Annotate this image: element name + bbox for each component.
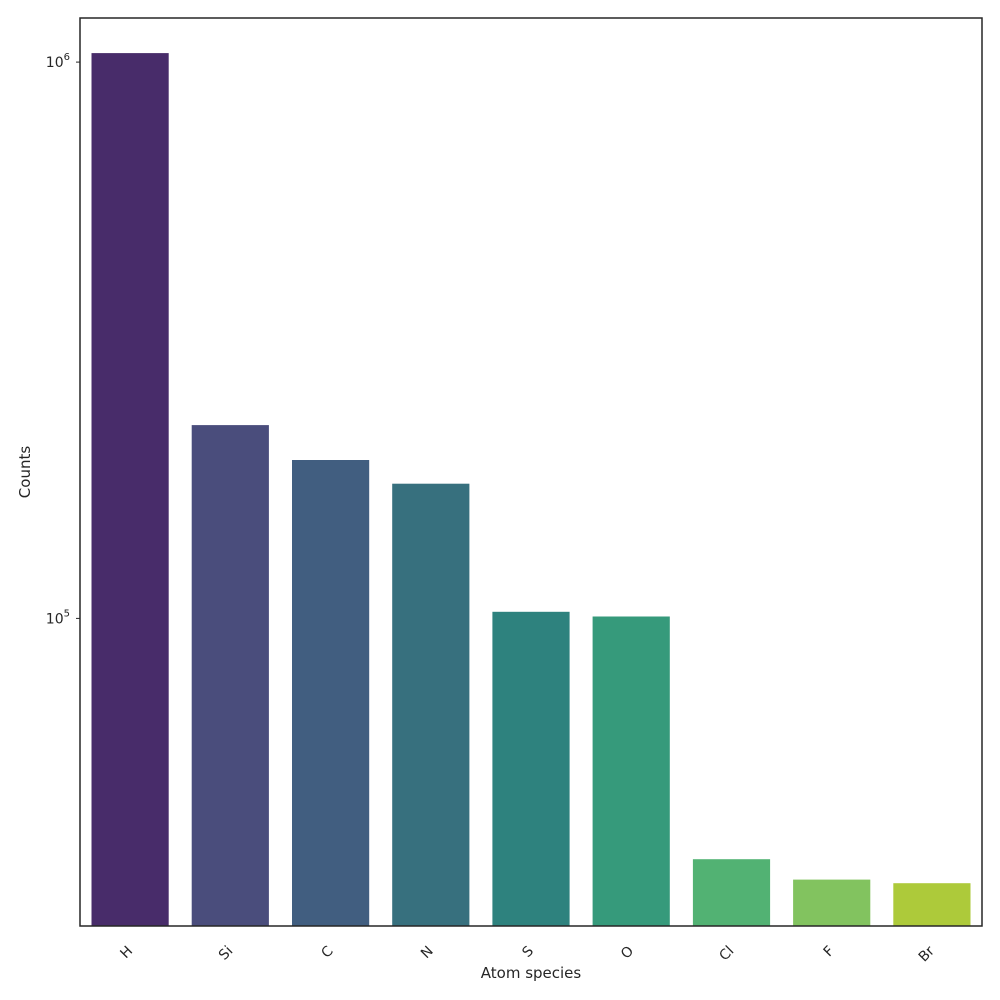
bars-group xyxy=(90,52,972,927)
y-axis-label: Counts xyxy=(16,446,34,499)
y-tick-labels: 105 106 xyxy=(46,52,80,627)
bar-br xyxy=(892,882,972,927)
bar-s xyxy=(491,610,571,927)
bar-si xyxy=(190,424,270,927)
y-tick-label-1e5: 105 xyxy=(46,608,70,627)
plot-frame xyxy=(79,17,983,927)
bar-o xyxy=(591,615,671,927)
bar-h xyxy=(90,52,170,927)
bar-cl xyxy=(691,858,772,927)
bar-c xyxy=(291,459,371,927)
bar-n xyxy=(391,482,471,927)
bar-f xyxy=(792,878,872,927)
x-axis-label: Atom species xyxy=(481,964,582,982)
y-tick-label-1e6: 106 xyxy=(46,52,70,71)
